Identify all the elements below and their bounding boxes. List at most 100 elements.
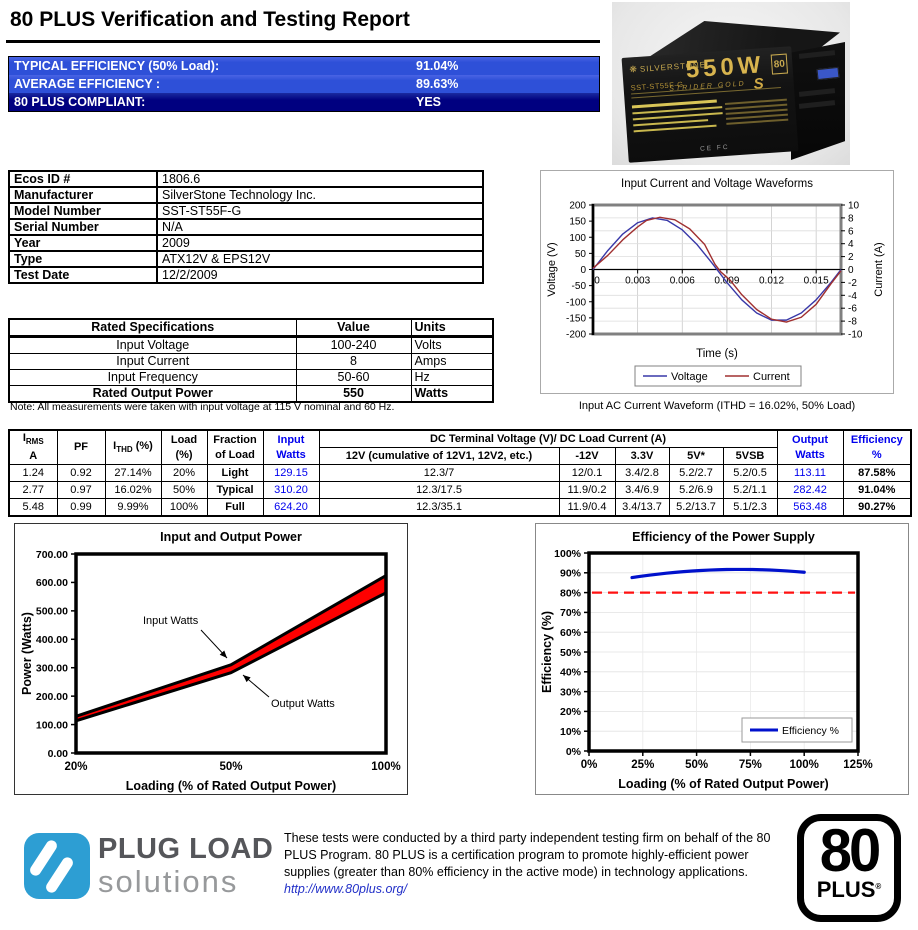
svg-text:10%: 10% [560,726,582,738]
y-axis-label-left: Voltage (V) [546,242,558,296]
power-chart: Input and Output Power 0.00 100.00 200.00 30… [14,523,408,795]
table-row: Serial Number N/A [8,218,484,236]
svg-text:50: 50 [575,249,587,260]
y-axis-label: Power (Watts) [20,612,34,695]
svg-text:50%: 50% [685,759,708,771]
psu-cert-marks: CE FC [699,143,730,153]
efficiency-chart: Efficiency of the Power Supply 100% 90% 80%… [535,523,909,795]
footer-link[interactable]: http://www.80plus.org/ [284,882,407,896]
x-axis-label: Time (s) [696,348,738,360]
snowflake-icon: ❋ [629,63,639,75]
table-header-row: IRMS A PF ITHD (%) Load (%) Fraction of Load Inp… [8,429,912,466]
svg-text:150: 150 [569,217,586,228]
psu-series-s-icon: S [753,75,765,93]
title-underline [6,40,600,43]
svg-text:0.012: 0.012 [759,276,784,287]
product-photo: ❋SILVERSTONE 550W 80 STRIDER GOLD S SST-… [612,2,850,165]
psu-connector [816,66,840,81]
series-current [592,216,842,323]
series-efficiency [630,567,806,580]
svg-text:0.003: 0.003 [625,276,650,287]
table-row: Ecos ID #1806.6 [8,170,484,188]
svg-text:60%: 60% [560,627,582,639]
svg-text:0.015: 0.015 [804,276,829,287]
summary-value: 89.63% [416,77,459,91]
chart-title: Efficiency of the Power Supply [632,530,815,544]
svg-text:Current: Current [753,371,790,383]
svg-text:10: 10 [848,201,860,212]
group-header: DC Terminal Voltage (V)/ DC Load Current… [318,429,778,449]
svg-text:20%: 20% [560,706,582,718]
waveform-caption: Input AC Current Waveform (ITHD = 16.02%… [578,400,856,412]
svg-text:0: 0 [594,276,600,287]
chart-title: Input Current and Voltage Waveforms [621,178,813,190]
legend: Efficiency % [741,717,853,743]
table-row: Input Voltage 100-240 Volts [8,336,494,354]
product-info-table: Ecos ID #1806.6 Manufacturer SilverStone … [8,170,484,284]
svg-text:80%: 80% [560,587,582,599]
summary-value: YES [416,95,442,109]
summary-banner: TYPICAL EFFICIENCY (50% Load): 91.04% AV… [8,56,600,112]
svg-text:50%: 50% [219,761,242,773]
svg-text:75%: 75% [739,759,762,771]
waveform-svg: Input Current and Voltage Waveforms20015… [546,178,885,387]
svg-text:30%: 30% [560,686,582,698]
svg-text:200.00: 200.00 [36,691,68,703]
svg-text:-2: -2 [848,278,857,289]
summary-label: 80 PLUS COMPLIANT: [14,95,146,109]
chart-title: Input and Output Power [160,530,302,544]
svg-text:700.00: 700.00 [36,549,68,561]
svg-text:0: 0 [848,265,854,276]
svg-text:40%: 40% [560,667,582,679]
summary-row-typical: TYPICAL EFFICIENCY (50% Load): 91.04% [9,57,599,75]
svg-text:-100: -100 [566,297,586,308]
psu-side-face [791,42,845,160]
table-row: Model Number SST-ST55F-G [8,202,484,220]
table-row: 1.24 0.92 27.14% 20% Light 129.15 12.3/7 12/0.1… [8,464,912,483]
psu-spec-sticker [631,99,729,147]
efficiency-svg: Efficiency of the Power Supply 100% 90% 80%… [540,530,873,791]
svg-text:0%: 0% [581,759,598,771]
series-input-watts [75,574,387,718]
svg-text:125%: 125% [843,759,872,771]
series-output-watts [75,591,387,723]
psu-fineprint [724,98,789,128]
load-test-table: IRMS A PF ITHD (%) Load (%) Fraction of Load Inp… [8,429,913,517]
power-svg: Input and Output Power 0.00 100.00 200.00 30… [20,530,401,793]
y-axis-label: Efficiency (%) [540,611,554,693]
svg-text:70%: 70% [560,607,582,619]
svg-text:500.00: 500.00 [36,606,68,618]
svg-text:600.00: 600.00 [36,577,68,589]
svg-text:-6: -6 [848,304,857,315]
svg-text:0.006: 0.006 [670,276,695,287]
x-axis-label: Loading (% of Rated Output Power) [618,777,828,791]
svg-text:90%: 90% [560,568,582,580]
svg-text:20%: 20% [64,761,87,773]
summary-label: TYPICAL EFFICIENCY (50% Load): [14,59,220,73]
table-header-row: Rated Specifications Value Units [8,318,494,338]
table-row: Input Frequency 50-60 Hz [8,369,494,386]
power-band [76,575,386,721]
svg-text:100%: 100% [789,759,818,771]
summary-row-compliant: 80 PLUS COMPLIANT: YES [9,93,599,111]
page-title: 80 PLUS Verification and Testing Report [10,8,410,31]
table-row: Manufacturer SilverStone Technology Inc. [8,186,484,204]
rated-specs-table: Rated Specifications Value Units Input V… [8,318,494,403]
specs-note: Note: All measurements were taken with i… [10,401,395,413]
table-row: Type ATX12V & EPS12V [8,250,484,268]
svg-text:8: 8 [848,213,854,224]
footer-disclaimer: These tests were conducted by a third pa… [284,831,771,896]
80plus-badge-icon: 80 PLUS® [797,814,901,922]
svg-text:-200: -200 [566,330,586,341]
x-axis-label: Loading (% of Rated Output Power) [126,779,336,793]
series-voltage [592,217,842,321]
svg-text:-10: -10 [848,330,863,341]
table-row: 2.77 0.97 16.02% 50% Typical 310.20 12.3/17.5 1… [8,481,912,500]
psu-front-face: ❋SILVERSTONE 550W 80 STRIDER GOLD S SST-… [621,46,799,163]
svg-text:Voltage: Voltage [671,371,708,383]
table-subheader-row: 12V (cumulative of 12V1, 12V2, etc.) -12V… [9,447,911,466]
annotation-output-watts: Output Watts [271,698,335,710]
psu-80plus-gold-badge: 80 [770,53,789,75]
svg-text:400.00: 400.00 [36,634,68,646]
table-row: Test Date 12/2/2009 [8,266,484,284]
